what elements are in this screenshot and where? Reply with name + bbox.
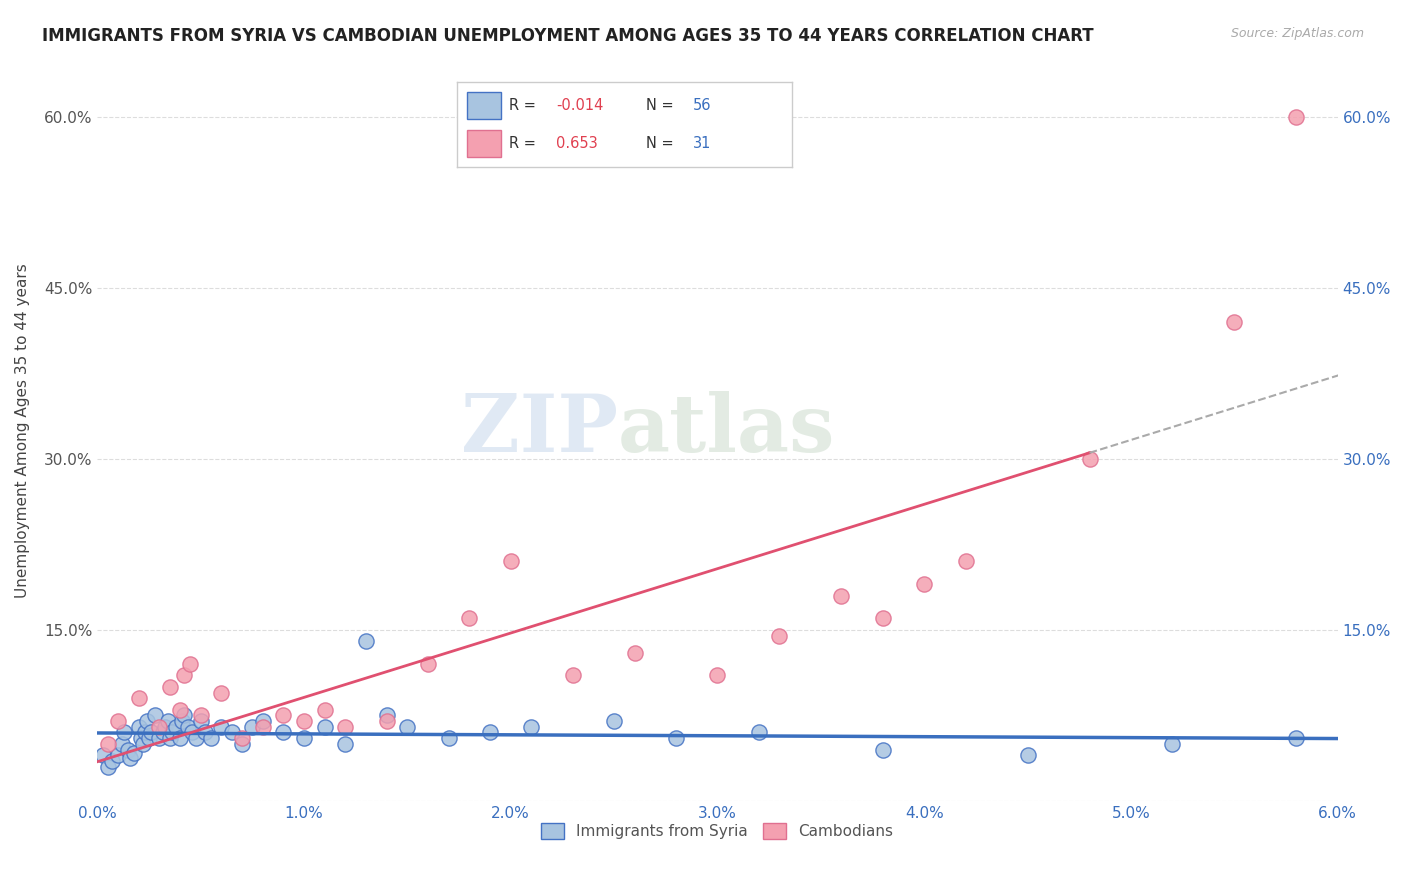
- Point: [148, 720, 170, 734]
- Point: [520, 720, 543, 734]
- Point: [314, 720, 336, 734]
- Point: [177, 720, 200, 734]
- Point: [100, 754, 122, 768]
- Point: [128, 691, 150, 706]
- Point: [830, 589, 852, 603]
- Point: [134, 725, 156, 739]
- Point: [159, 680, 181, 694]
- Point: [112, 725, 135, 739]
- Point: [458, 611, 481, 625]
- Point: [117, 742, 139, 756]
- Point: [186, 731, 208, 746]
- Point: [159, 731, 181, 746]
- Point: [173, 708, 195, 723]
- Point: [252, 720, 274, 734]
- Point: [354, 634, 377, 648]
- Point: [156, 714, 179, 728]
- Point: [107, 714, 129, 728]
- Point: [181, 725, 204, 739]
- Point: [231, 731, 253, 746]
- Point: [479, 725, 502, 739]
- Point: [179, 657, 201, 671]
- Point: [271, 725, 294, 739]
- Point: [152, 725, 174, 739]
- Text: ZIP: ZIP: [461, 392, 619, 469]
- Point: [416, 657, 439, 671]
- Point: [499, 554, 522, 568]
- Text: IMMIGRANTS FROM SYRIA VS CAMBODIAN UNEMPLOYMENT AMONG AGES 35 TO 44 YEARS CORREL: IMMIGRANTS FROM SYRIA VS CAMBODIAN UNEMP…: [42, 27, 1094, 45]
- Point: [148, 731, 170, 746]
- Point: [912, 577, 935, 591]
- Point: [169, 703, 191, 717]
- Point: [665, 731, 688, 746]
- Point: [396, 720, 419, 734]
- Point: [768, 628, 790, 642]
- Point: [190, 714, 212, 728]
- Point: [169, 731, 191, 746]
- Point: [209, 720, 232, 734]
- Point: [209, 685, 232, 699]
- Text: atlas: atlas: [619, 392, 835, 469]
- Point: [111, 737, 134, 751]
- Point: [200, 731, 222, 746]
- Point: [314, 703, 336, 717]
- Point: [190, 708, 212, 723]
- Point: [1285, 110, 1308, 124]
- Legend: Immigrants from Syria, Cambodians: Immigrants from Syria, Cambodians: [536, 817, 900, 845]
- Point: [120, 750, 142, 764]
- Point: [155, 720, 177, 734]
- Point: [375, 708, 398, 723]
- Text: Source: ZipAtlas.com: Source: ZipAtlas.com: [1230, 27, 1364, 40]
- Point: [139, 725, 162, 739]
- Point: [292, 731, 315, 746]
- Point: [160, 725, 183, 739]
- Point: [93, 748, 115, 763]
- Point: [872, 742, 894, 756]
- Point: [1388, 742, 1406, 756]
- Point: [706, 668, 728, 682]
- Point: [128, 720, 150, 734]
- Point: [231, 737, 253, 751]
- Point: [623, 646, 645, 660]
- Point: [194, 725, 217, 739]
- Point: [165, 720, 187, 734]
- Point: [748, 725, 770, 739]
- Point: [97, 759, 120, 773]
- Point: [603, 714, 626, 728]
- Point: [135, 714, 157, 728]
- Point: [97, 737, 120, 751]
- Point: [271, 708, 294, 723]
- Point: [437, 731, 460, 746]
- Point: [955, 554, 977, 568]
- Point: [132, 737, 155, 751]
- Point: [173, 668, 195, 682]
- Point: [240, 720, 263, 734]
- Point: [124, 746, 146, 760]
- Point: [143, 708, 166, 723]
- Point: [1223, 315, 1246, 329]
- Point: [1078, 451, 1101, 466]
- Point: [335, 720, 357, 734]
- Point: [107, 748, 129, 763]
- Point: [1285, 731, 1308, 746]
- Point: [221, 725, 243, 739]
- Point: [170, 714, 193, 728]
- Point: [1161, 737, 1184, 751]
- Point: [872, 611, 894, 625]
- Point: [292, 714, 315, 728]
- Point: [335, 737, 357, 751]
- Point: [1017, 748, 1039, 763]
- Point: [138, 731, 160, 746]
- Point: [375, 714, 398, 728]
- Point: [129, 731, 152, 746]
- Point: [561, 668, 583, 682]
- Point: [252, 714, 274, 728]
- Y-axis label: Unemployment Among Ages 35 to 44 years: Unemployment Among Ages 35 to 44 years: [15, 263, 30, 598]
